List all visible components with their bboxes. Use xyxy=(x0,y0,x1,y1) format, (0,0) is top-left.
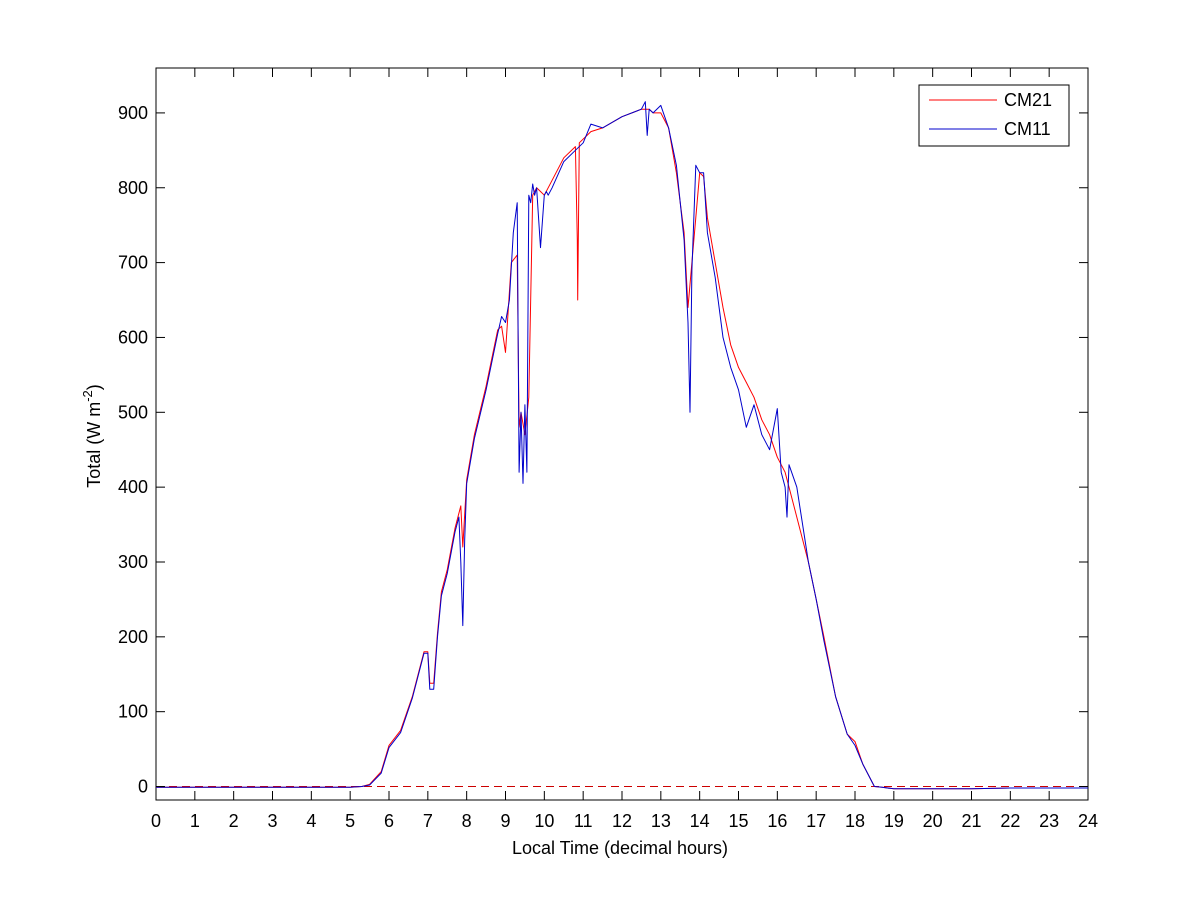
x-tick-label: 11 xyxy=(574,811,593,831)
y-tick-label: 100 xyxy=(118,702,148,722)
x-tick-label: 2 xyxy=(229,811,239,831)
x-tick-label: 5 xyxy=(345,811,355,831)
y-tick-label: 900 xyxy=(118,103,148,123)
legend-box xyxy=(918,84,1070,147)
x-tick-label: 4 xyxy=(306,811,316,831)
x-tick-label: 19 xyxy=(884,811,904,831)
x-tick-label: 8 xyxy=(462,811,472,831)
y-tick-label: 0 xyxy=(138,777,148,797)
x-tick-label: 6 xyxy=(384,811,394,831)
x-tick-label: 9 xyxy=(500,811,510,831)
y-axis-label-superscript: -2 xyxy=(80,390,95,402)
y-tick-label: 700 xyxy=(118,253,148,273)
x-tick-label: 20 xyxy=(923,811,943,831)
x-tick-label: 15 xyxy=(728,811,748,831)
series-line-cm11 xyxy=(156,101,1088,790)
y-tick-label: 200 xyxy=(118,627,148,647)
y-axis-label-main: Total (W m xyxy=(84,402,104,488)
x-tick-label: 13 xyxy=(651,811,671,831)
y-tick-label: 500 xyxy=(118,402,148,422)
x-tick-label: 22 xyxy=(1000,811,1020,831)
x-tick-label: 24 xyxy=(1078,811,1098,831)
y-tick-label: 400 xyxy=(118,477,148,497)
x-tick-label: 16 xyxy=(767,811,787,831)
x-tick-label: 10 xyxy=(534,811,554,831)
x-tick-label: 23 xyxy=(1039,811,1059,831)
ticks-layer: 0 1 2 3 4 5 6 7 8 9 10 11 12 13 14 15 16 17 18 19 20 21 22 23 24… xyxy=(118,68,1098,831)
y-axis-label: Total (W m-2) xyxy=(80,384,104,488)
x-tick-label: 3 xyxy=(267,811,277,831)
x-tick-label: 12 xyxy=(612,811,632,831)
axes-frame xyxy=(155,67,1089,801)
y-tick-label: 800 xyxy=(118,178,148,198)
y-tick-label: 300 xyxy=(118,552,148,572)
legend-label-cm21: CM21 xyxy=(1004,90,1052,110)
x-tick-label: 17 xyxy=(806,811,826,831)
legend-label-cm11: CM11 xyxy=(1004,119,1051,139)
series-layer xyxy=(156,101,1088,790)
legend: CM21 CM11 xyxy=(918,84,1070,147)
x-tick-label: 0 xyxy=(151,811,161,831)
x-tick-label: 1 xyxy=(190,811,200,831)
x-tick-label: 21 xyxy=(961,811,981,831)
plot-area xyxy=(155,67,1089,801)
x-tick-label: 7 xyxy=(423,811,433,831)
x-tick-label: 14 xyxy=(690,811,710,831)
y-tick-label: 600 xyxy=(118,327,148,347)
x-tick-label: 18 xyxy=(845,811,865,831)
y-axis-label-suffix: ) xyxy=(84,384,104,390)
x-axis-label: Local Time (decimal hours) xyxy=(512,838,728,858)
